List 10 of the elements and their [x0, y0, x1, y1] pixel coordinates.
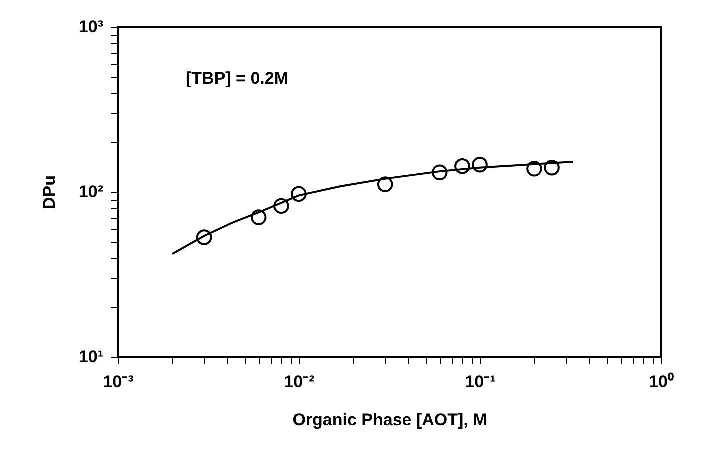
y-tick-label: 10³ — [78, 18, 104, 36]
y-axis-title: DPu — [40, 176, 59, 210]
x-tick-label: 10⁻² — [284, 372, 316, 392]
x-tick-label: 10⁻¹ — [465, 372, 496, 392]
x-tick-label: 10⁰ — [649, 372, 674, 392]
y-tick-label: 10¹ — [78, 348, 104, 366]
y-tick-label: 10² — [78, 182, 104, 202]
x-tick-label: 10⁻³ — [103, 372, 134, 392]
annotation: [TBP] = 0.2M — [186, 69, 288, 88]
x-axis-title: Organic Phase [AOT], M — [292, 410, 488, 430]
